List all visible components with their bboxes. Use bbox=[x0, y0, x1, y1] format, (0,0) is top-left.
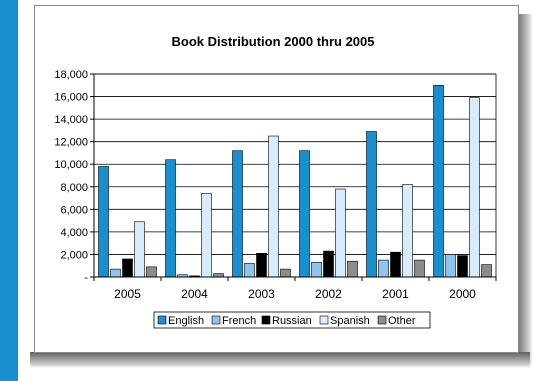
panel-shadow-bottom bbox=[30, 352, 530, 368]
legend-box bbox=[153, 311, 431, 329]
bar-other-2005 bbox=[146, 266, 157, 278]
legend-label-english: English bbox=[168, 315, 204, 327]
legend-swatch-russian bbox=[261, 315, 271, 325]
y-tick-label: 6,000 bbox=[60, 204, 88, 216]
x-tick-label: 2000 bbox=[449, 287, 476, 301]
chart-frame: Book Distribution 2000 thru 2005 18,000 1… bbox=[34, 5, 519, 353]
bar-english-2004 bbox=[165, 159, 176, 278]
bar-spanish-2005 bbox=[134, 221, 145, 278]
legend-swatch-french bbox=[211, 315, 221, 325]
bar-french-2002 bbox=[311, 262, 322, 278]
y-tick-label: 14,000 bbox=[54, 114, 88, 126]
bar-other-2003 bbox=[280, 268, 291, 278]
bar-spanish-2004 bbox=[201, 193, 212, 278]
bar-russian-2005 bbox=[122, 258, 133, 278]
legend-label-russian: Russian bbox=[272, 315, 312, 327]
bar-other-2004 bbox=[213, 273, 224, 278]
bar-russian-2003 bbox=[256, 253, 267, 278]
y-tick-label: 2,000 bbox=[60, 249, 88, 261]
y-tick-label: 8,000 bbox=[60, 182, 88, 194]
bar-spanish-2002 bbox=[335, 188, 346, 278]
bar-french-2003 bbox=[244, 263, 255, 278]
legend-label-other: Other bbox=[388, 315, 416, 327]
x-tick-label: 2001 bbox=[382, 287, 409, 301]
bar-english-2000 bbox=[433, 84, 444, 278]
x-tick-label: 2002 bbox=[315, 287, 342, 301]
bar-spanish-2003 bbox=[268, 135, 279, 278]
bar-spanish-2001 bbox=[402, 184, 413, 278]
legend-swatch-other bbox=[377, 315, 387, 325]
bar-other-2002 bbox=[347, 260, 358, 278]
legend-label-french: French bbox=[222, 315, 256, 327]
bar-other-2000 bbox=[481, 264, 492, 278]
bar-french-2005 bbox=[110, 268, 121, 278]
bar-english-2005 bbox=[98, 166, 109, 278]
bar-chart: Book Distribution 2000 thru 2005 18,000 1… bbox=[54, 34, 497, 329]
bar-french-2001 bbox=[378, 259, 389, 278]
x-tick-label: 2005 bbox=[114, 287, 141, 301]
bar-english-2001 bbox=[366, 131, 377, 278]
legend-label-spanish: Spanish bbox=[330, 315, 370, 327]
y-tick-label: 4,000 bbox=[60, 227, 88, 239]
bar-other-2001 bbox=[414, 259, 425, 278]
x-tick-label: 2003 bbox=[248, 287, 275, 301]
bar-english-2002 bbox=[299, 150, 310, 278]
bar-french-2000 bbox=[445, 254, 456, 278]
y-tick-label: 16,000 bbox=[54, 92, 88, 104]
bar-russian-2002 bbox=[323, 250, 334, 278]
bar-russian-2001 bbox=[390, 251, 401, 278]
legend-swatch-english bbox=[157, 315, 167, 325]
legend-swatch-spanish bbox=[319, 315, 329, 325]
panel-shadow-right bbox=[517, 14, 533, 364]
chart-title: Book Distribution 2000 thru 2005 bbox=[172, 34, 375, 49]
bar-english-2003 bbox=[232, 150, 243, 278]
y-tick-label: - bbox=[84, 272, 88, 284]
y-tick-label: 18,000 bbox=[54, 69, 88, 81]
x-tick-label: 2004 bbox=[181, 287, 208, 301]
bar-russian-2000 bbox=[457, 255, 468, 278]
y-tick-label: 12,000 bbox=[54, 137, 88, 149]
y-tick-label: 10,000 bbox=[54, 159, 88, 171]
bar-spanish-2000 bbox=[469, 97, 480, 278]
